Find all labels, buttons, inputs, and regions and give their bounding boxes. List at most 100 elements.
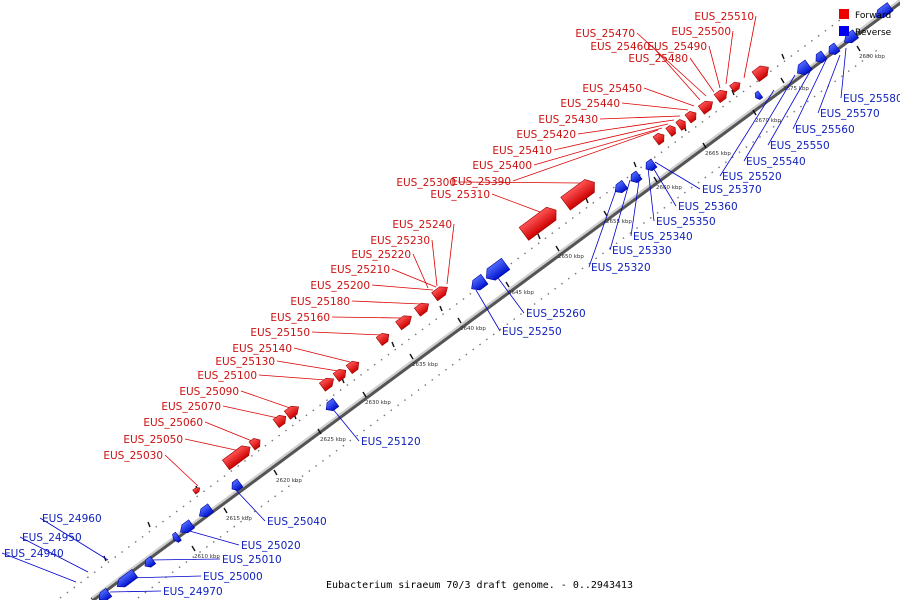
forward-gene	[675, 119, 686, 131]
track-tick	[439, 305, 443, 312]
forward-gene	[665, 125, 676, 137]
forward-gene	[713, 89, 728, 104]
axis-tick-mark	[273, 469, 278, 476]
forward-gene-label: EUS_25090	[179, 386, 239, 398]
label-leader-line	[689, 57, 715, 93]
forward-gene-label: EUS_25160	[270, 312, 330, 324]
forward-guide-track	[59, 19, 841, 599]
reverse-gene-label: EUS_25010	[222, 554, 282, 566]
gene-labels: EUS_25030 EUS_25050 EUS_25060 EUS_25070 EUS_…	[4, 11, 900, 598]
label-leader-line	[109, 590, 162, 593]
label-leader-line	[651, 165, 677, 207]
legend-reverse-label: Reverse	[855, 28, 892, 38]
label-leader-lines	[1, 15, 847, 593]
label-leader-line	[412, 253, 429, 289]
axis-tick-mark	[555, 245, 560, 252]
forward-gene	[248, 438, 261, 451]
label-leader-line	[725, 30, 734, 85]
axis-tick-label: 2615 kbp	[226, 516, 252, 522]
label-leader-line	[431, 239, 438, 287]
label-leader-line	[351, 300, 422, 305]
reverse-gene-label: EUS_25350	[656, 216, 716, 228]
label-leader-line	[475, 289, 501, 332]
forward-gene-label: EUS_25240	[392, 219, 452, 231]
axis-tick-mark	[856, 45, 861, 52]
gene-features	[98, 2, 894, 600]
axis-tick-label: 2675 kbp	[783, 86, 809, 92]
axis-tick-mark	[702, 142, 707, 149]
label-leader-line	[127, 575, 202, 579]
reverse-gene	[325, 397, 340, 412]
axis-tick-label: 2680 kbp	[859, 54, 885, 60]
label-leader-line	[371, 284, 434, 291]
reverse-gene-label: EUS_25340	[633, 231, 693, 243]
forward-gene	[375, 332, 390, 347]
label-leader-line	[743, 74, 796, 162]
label-leader-line	[1, 552, 77, 583]
label-leader-line	[240, 390, 291, 409]
forward-gene	[431, 286, 448, 302]
axis-tick-mark	[780, 77, 785, 84]
forward-gene	[652, 133, 665, 146]
forward-gene-label: EUS_25400	[472, 160, 532, 172]
label-leader-line	[636, 32, 707, 97]
reverse-gene-label: EUS_25560	[795, 124, 855, 136]
reverse-guide-track	[137, 47, 881, 599]
reverse-gene-label: EUS_24970	[163, 586, 223, 598]
label-leader-line	[39, 517, 109, 561]
label-leader-line	[446, 223, 455, 285]
legend: Forward Reverse	[839, 9, 892, 38]
forward-gene-label: EUS_25450	[582, 83, 642, 95]
axis-tick-label: 2665 kbp	[705, 151, 731, 157]
label-leader-line	[258, 374, 327, 381]
genome-backbone	[91, 0, 900, 599]
axis-tick-mark	[409, 353, 414, 360]
label-leader-line	[630, 173, 641, 237]
forward-gene-label: EUS_25410	[492, 145, 552, 157]
forward-gene-label: EUS_25420	[516, 129, 576, 141]
forward-gene	[560, 179, 595, 211]
axis-tick-label: 2610 kbp	[194, 554, 220, 560]
axis-tick-label: 2645 kbp	[508, 290, 534, 296]
forward-gene-label: EUS_25060	[143, 417, 203, 429]
forward-gene	[413, 302, 429, 317]
forward-gene	[345, 360, 360, 375]
forward-gene	[395, 315, 412, 331]
forward-gene	[729, 81, 741, 93]
label-leader-line	[651, 45, 701, 101]
forward-gene-label: EUS_25180	[290, 296, 350, 308]
reverse-gene-label: EUS_25250	[502, 326, 562, 338]
forward-gene-label: EUS_25480	[628, 53, 688, 65]
label-leader-line	[647, 167, 655, 222]
track-tick	[585, 197, 589, 204]
label-leader-line	[331, 316, 402, 319]
axis-tick-mark	[653, 176, 658, 183]
track-tick	[147, 521, 151, 528]
reverse-gene-label: EUS_25540	[746, 156, 806, 168]
label-leader-line	[331, 407, 360, 442]
reverse-gene-label: EUS_25360	[678, 201, 738, 213]
reverse-gene	[144, 555, 157, 568]
axis-tick-mark	[362, 391, 367, 398]
label-leader-line	[654, 161, 701, 190]
axis-tick-label: 2670 kbp	[755, 118, 781, 124]
reverse-gene	[828, 42, 841, 55]
reverse-gene-label: EUS_24950	[22, 532, 82, 544]
label-leader-line	[512, 129, 659, 182]
legend-forward-label: Forward	[855, 11, 891, 21]
reverse-gene-label: EUS_25370	[702, 184, 762, 196]
genome-backbone-shadow	[90, 0, 900, 600]
reverse-gene-label: EUS_24960	[42, 513, 102, 525]
forward-gene-label: EUS_25140	[232, 343, 292, 355]
label-leader-line	[164, 454, 199, 487]
reverse-gene	[172, 531, 182, 543]
forward-gene-label: EUS_25510	[694, 11, 754, 23]
reverse-gene-label: EUS_25580	[843, 93, 900, 105]
label-leader-line	[533, 127, 663, 166]
forward-gene-label: EUS_25200	[310, 280, 370, 292]
label-leader-line	[588, 189, 617, 268]
reverse-gene	[180, 519, 196, 534]
reverse-gene	[754, 90, 764, 100]
forward-gene	[283, 405, 299, 420]
